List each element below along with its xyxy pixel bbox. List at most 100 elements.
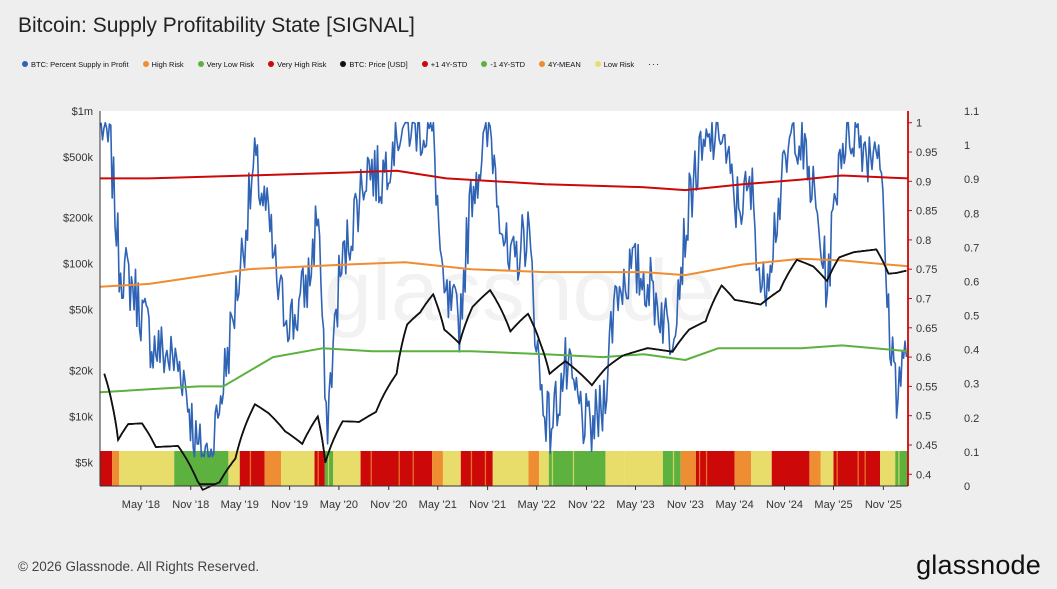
series-percent-supply-in-profit	[100, 121, 908, 458]
y-mid-tick-label: 0.5	[916, 411, 931, 423]
legend-item[interactable]: High Risk	[142, 60, 184, 69]
x-tick-label: May '23	[616, 499, 654, 511]
signal-band-stripe	[327, 451, 330, 486]
signal-band-stripe	[672, 451, 675, 486]
y-right-tick-label: 0.8	[964, 208, 979, 220]
brand-logo: glassnode	[916, 550, 1041, 580]
legend-swatch	[142, 61, 149, 67]
signal-band-segment	[460, 451, 493, 486]
signal-band-segment	[228, 451, 240, 486]
signal-band-segment	[264, 451, 282, 486]
legend-label: 4Y-MEAN	[548, 59, 581, 69]
legend-item[interactable]: 4Y-MEAN	[539, 60, 581, 69]
legend-label: BTC: Price [USD]	[349, 59, 408, 69]
legend-swatch	[268, 61, 275, 67]
y-mid-tick-label: 0.95	[916, 147, 937, 159]
y-right-tick-label: 0.4	[964, 345, 979, 357]
y-mid-tick-label: 0.45	[916, 440, 937, 452]
x-tick-label: Nov '19	[271, 499, 308, 511]
signal-band-segment	[809, 451, 821, 486]
y-mid-tick-label: 0.4	[916, 469, 931, 481]
legend-item[interactable]: -1 4Y-STD	[481, 60, 525, 69]
series-btc-price-overlay	[103, 248, 907, 485]
legend-item[interactable]: Very Low Risk	[197, 59, 255, 69]
signal-band-stripe	[836, 451, 838, 486]
signal-band-segment	[605, 451, 625, 486]
y-left-tick-label: $20k	[69, 365, 93, 377]
signal-band-segment	[333, 451, 361, 486]
y-right-tick-label: 1.1	[964, 106, 979, 118]
series--1-4y-std	[100, 169, 909, 192]
legend-item[interactable]: Very High Risk	[268, 60, 326, 69]
y-mid-tick-label: 0.85	[916, 206, 937, 218]
y-mid-tick-label: 0.7	[916, 294, 931, 306]
legend-label: -1 4Y-STD	[490, 59, 526, 69]
y-left-tick-label: $5k	[75, 457, 93, 469]
y-left-tick-label: $10k	[69, 411, 93, 423]
signal-band-stripe	[551, 451, 554, 486]
x-tick-label: May '20	[320, 499, 358, 511]
x-tick-label: May '19	[221, 499, 259, 511]
y-left-tick-label: $1m	[72, 106, 93, 118]
y-mid-tick-label: 0.8	[916, 235, 931, 247]
signal-band-stripe	[317, 451, 319, 486]
copyright-text: © 2026 Glassnode. All Rights Reserved.	[18, 559, 260, 574]
signal-band-segment	[833, 451, 881, 486]
x-tick-label: May '24	[716, 499, 754, 511]
legend-item[interactable]: BTC: Price [USD]	[340, 59, 408, 69]
legend-swatch	[594, 61, 601, 67]
y-mid-tick-label: 0.6	[916, 352, 931, 364]
signal-band-stripe	[698, 451, 701, 486]
y-left-tick-label: $50k	[69, 305, 93, 317]
x-tick-label: Nov '20	[370, 499, 407, 511]
plot-series	[99, 121, 909, 491]
signal-band-segment	[100, 451, 113, 486]
x-tick-label: May '22	[518, 499, 556, 511]
signal-band-stripe	[857, 451, 859, 486]
x-tick-label: Nov '22	[568, 499, 605, 511]
legend-item[interactable]: Low Risk	[594, 60, 634, 69]
y-right-tick-label: 0	[964, 481, 970, 493]
signal-band-stripe	[572, 451, 575, 486]
legend-swatch	[539, 61, 546, 67]
signal-band-stripe	[249, 451, 252, 486]
signal-band-stripe	[470, 451, 473, 486]
signal-band-segment	[442, 451, 461, 486]
y-mid-tick-label: 1	[916, 118, 922, 130]
y-right-tick-label: 0.7	[964, 242, 979, 254]
signal-band-segment	[548, 451, 606, 486]
x-tick-label: Nov '23	[667, 499, 704, 511]
signal-band-segment	[492, 451, 529, 486]
signal-band-stripe	[864, 451, 866, 486]
x-tick-label: Nov '25	[865, 499, 902, 511]
y-left-tick-label: $200k	[63, 213, 93, 225]
legend-label: Very Low Risk	[206, 59, 255, 69]
signal-band-segment	[895, 451, 908, 486]
signal-band	[100, 451, 908, 486]
legend-more-button[interactable]: ···	[648, 59, 661, 69]
legend-label: +1 4Y-STD	[430, 59, 468, 69]
chart-legend: BTC: Percent Supply in Profit High Risk Ve…	[22, 59, 660, 69]
x-tick-label: May '18	[122, 499, 160, 511]
y-left-tick-label: $500k	[63, 152, 93, 164]
signal-band-stripe	[398, 451, 400, 486]
signal-band-segment	[112, 451, 120, 486]
y-mid-tick-label: 0.9	[916, 176, 931, 188]
y-mid-tick-label: 0.55	[916, 381, 937, 393]
signal-band-segment	[695, 451, 735, 486]
signal-band-stripe	[412, 451, 414, 486]
signal-band-stripe	[898, 451, 900, 486]
legend-item[interactable]: +1 4Y-STD	[421, 59, 468, 69]
signal-band-stripe	[484, 451, 487, 486]
signal-band-segment	[432, 451, 443, 486]
legend-swatch	[340, 61, 347, 67]
y-mid-tick-label: 0.75	[916, 264, 937, 276]
signal-band-segment	[751, 451, 772, 486]
signal-band-segment	[281, 451, 315, 486]
signal-band-segment	[314, 451, 325, 486]
signal-band-segment	[239, 451, 265, 486]
legend-label: Very High Risk	[277, 59, 327, 69]
y-mid-tick-label: 0.65	[916, 323, 937, 335]
y-right-tick-label: 0.1	[964, 447, 979, 459]
legend-item[interactable]: BTC: Percent Supply in Profit	[22, 60, 129, 69]
